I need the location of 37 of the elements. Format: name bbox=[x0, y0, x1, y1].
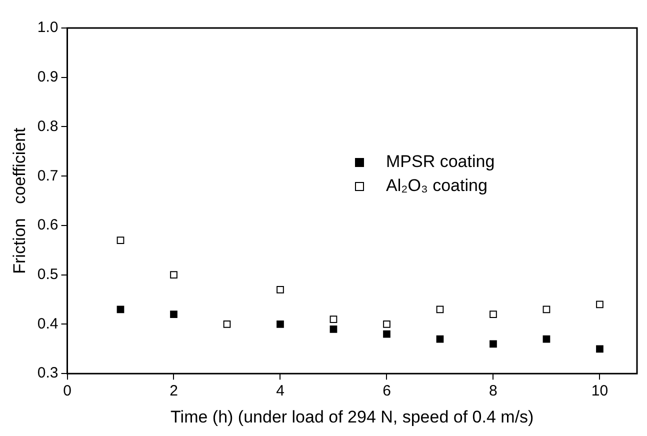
y-tick-label: 0.3 bbox=[37, 364, 58, 382]
point bbox=[223, 320, 231, 328]
point bbox=[596, 345, 604, 353]
y-tick-label: 0.5 bbox=[37, 266, 58, 283]
y-tick-label: 1.0 bbox=[37, 19, 58, 36]
point bbox=[116, 306, 124, 314]
point bbox=[490, 340, 497, 348]
point bbox=[436, 335, 444, 343]
point bbox=[383, 320, 390, 328]
point bbox=[276, 286, 284, 294]
point bbox=[330, 325, 338, 333]
point bbox=[490, 310, 497, 318]
x-tick-label: 4 bbox=[276, 382, 284, 400]
point bbox=[330, 316, 338, 323]
x-tick-label: 6 bbox=[382, 382, 391, 400]
y-tick-label: 0.7 bbox=[37, 167, 58, 184]
point bbox=[116, 236, 124, 244]
point bbox=[170, 310, 178, 318]
point bbox=[542, 306, 550, 314]
point bbox=[170, 271, 178, 279]
x-tick-label: 0 bbox=[63, 382, 72, 400]
x-tick-label: 8 bbox=[489, 382, 498, 400]
y-tick-label: 0.8 bbox=[37, 118, 58, 135]
legend-label: Al₂O₃ coating bbox=[386, 176, 488, 196]
x-tick-label: 2 bbox=[170, 382, 178, 400]
y-tick-label: 0.9 bbox=[37, 68, 58, 86]
y-tick-label: 0.4 bbox=[37, 315, 58, 332]
point bbox=[436, 306, 444, 314]
x-tick-label: 10 bbox=[591, 382, 608, 400]
x-axis-title: Time (h) (under load of 294 N, speed of 0.4 m/s) bbox=[170, 407, 534, 426]
point bbox=[276, 320, 284, 328]
point bbox=[542, 335, 550, 343]
legend-label: MPSR coating bbox=[386, 152, 495, 172]
y-tick-label: 0.6 bbox=[37, 216, 58, 234]
y-axis-title: Friction coefficient bbox=[10, 127, 29, 274]
point bbox=[596, 300, 604, 308]
point bbox=[383, 330, 390, 338]
